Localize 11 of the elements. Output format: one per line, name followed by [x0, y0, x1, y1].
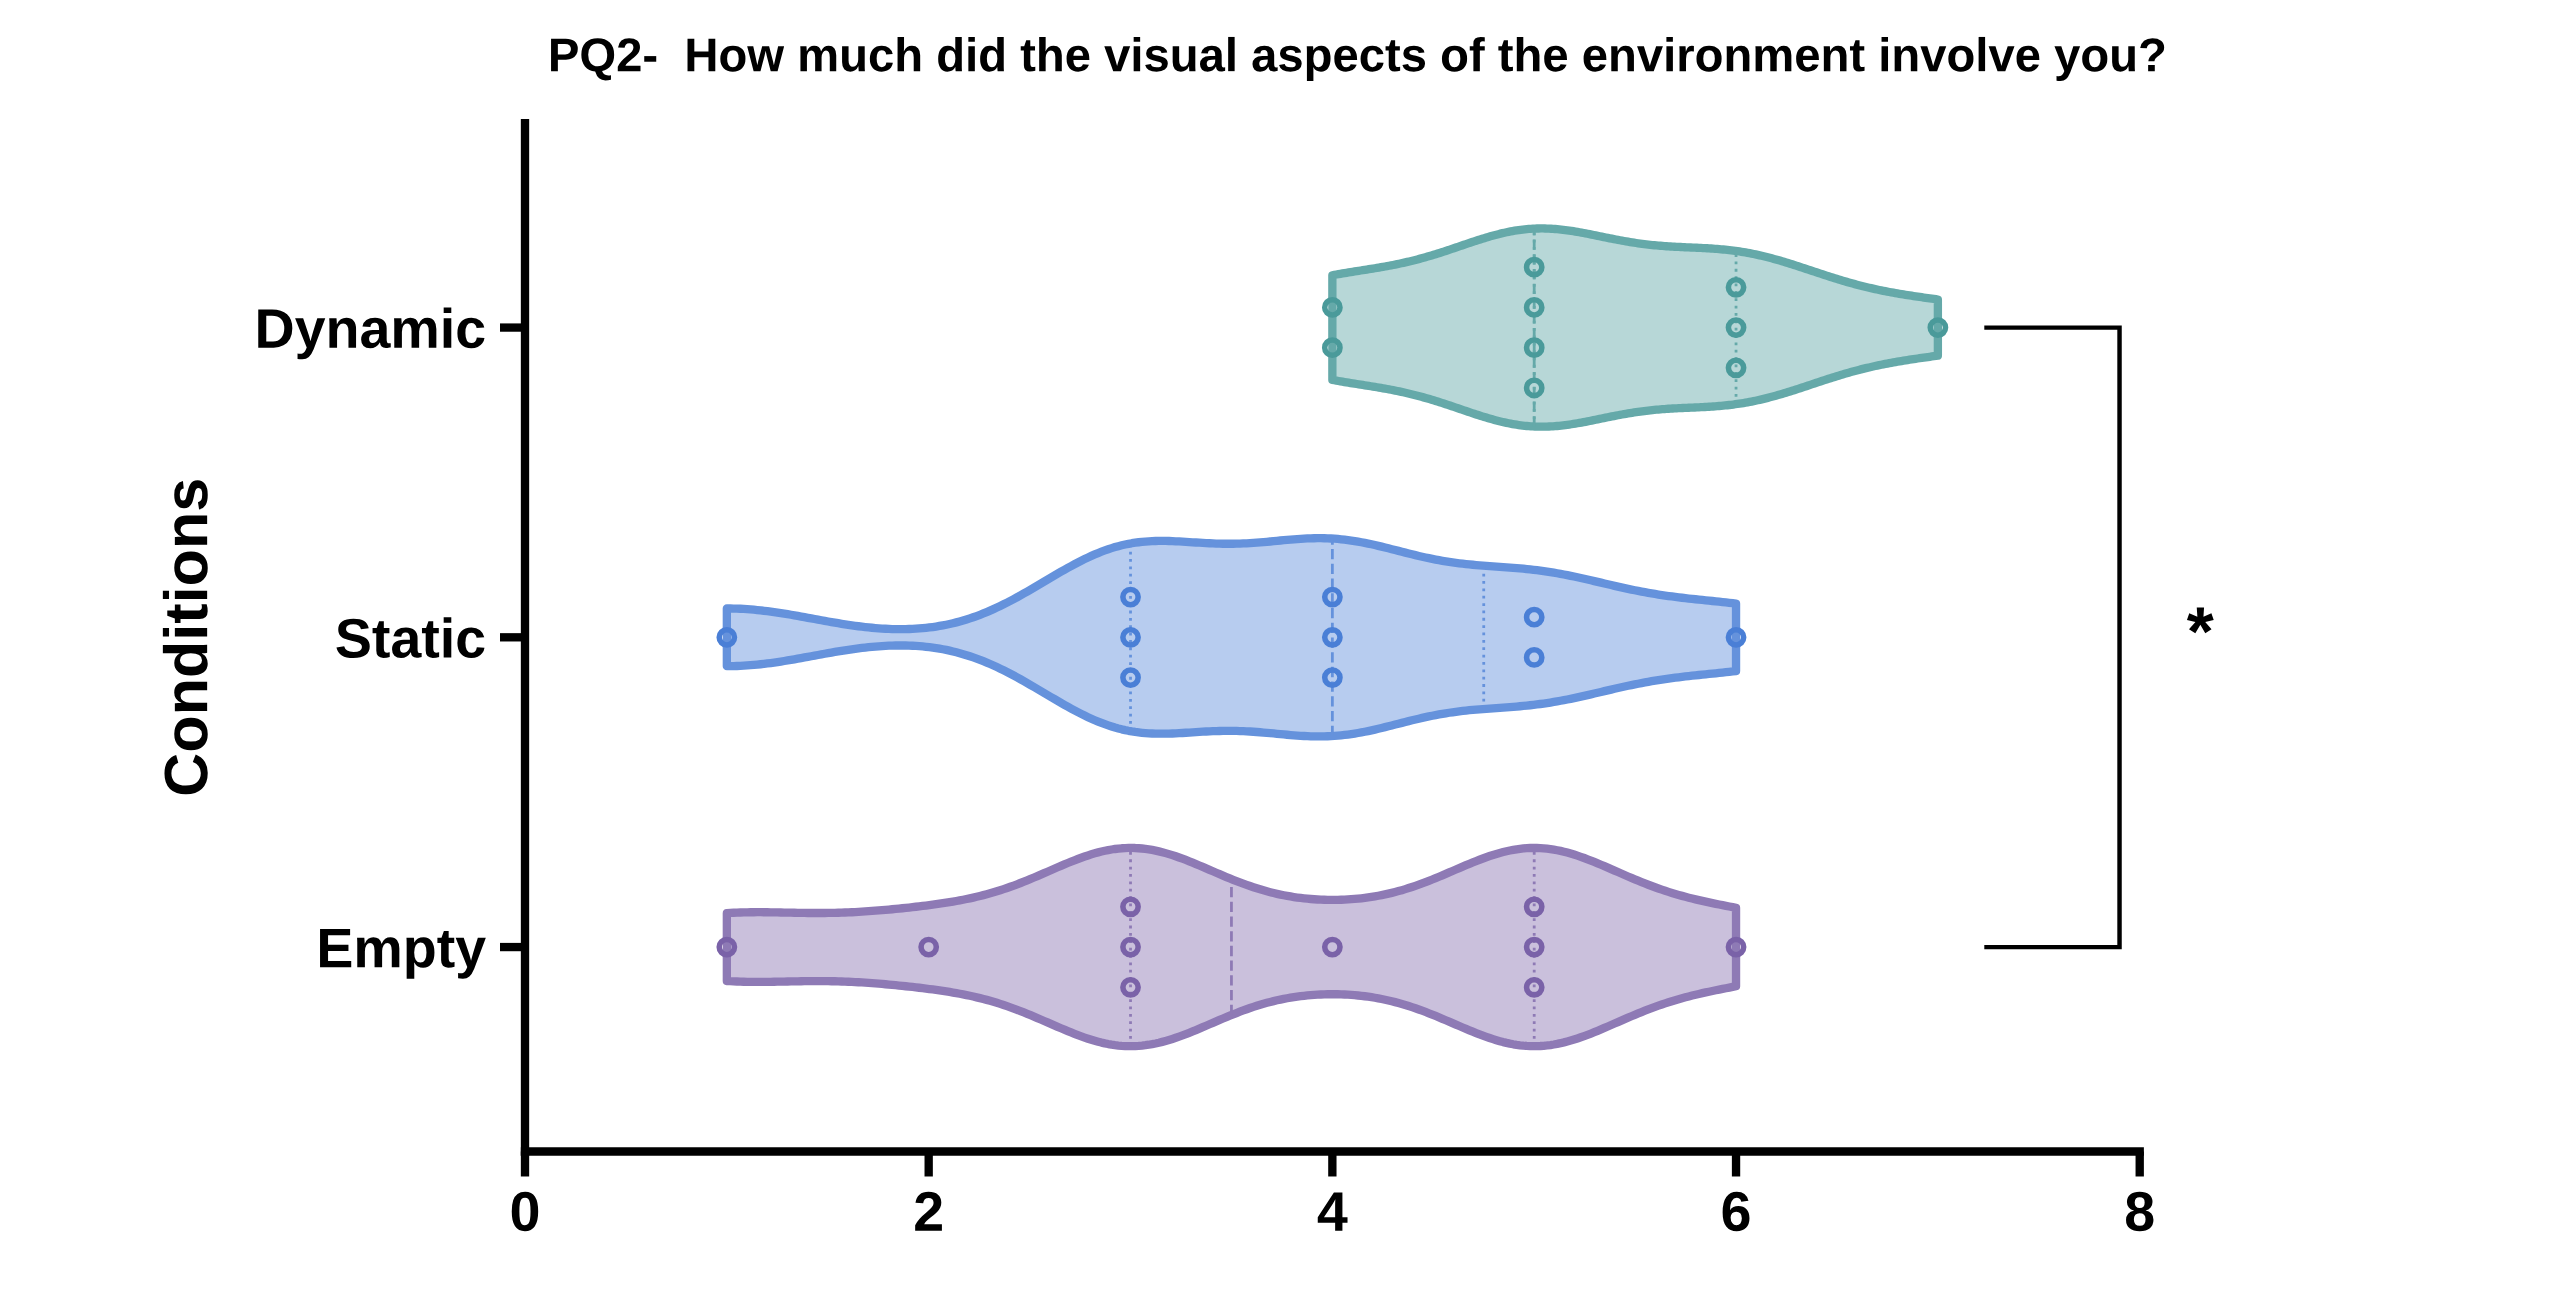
y-tick-label: Empty — [320, 928, 486, 979]
x-tick-label: 2 — [915, 1191, 942, 1231]
text: * — [2186, 607, 2214, 634]
x-tick-label: 4 — [1317, 1192, 1348, 1231]
y-tick-label: Dynamic — [258, 307, 485, 360]
x-tick-label: 8 — [2126, 1191, 2154, 1232]
chart-title: PQ2- How much did the visual aspects of the environment involve you? — [551, 36, 2165, 81]
y-tick-label: Static — [336, 617, 485, 658]
x-tick-label: 6 — [1722, 1191, 1750, 1232]
x-tick-label: 0 — [511, 1191, 539, 1232]
y-axis-title: Conditions — [162, 480, 208, 795]
